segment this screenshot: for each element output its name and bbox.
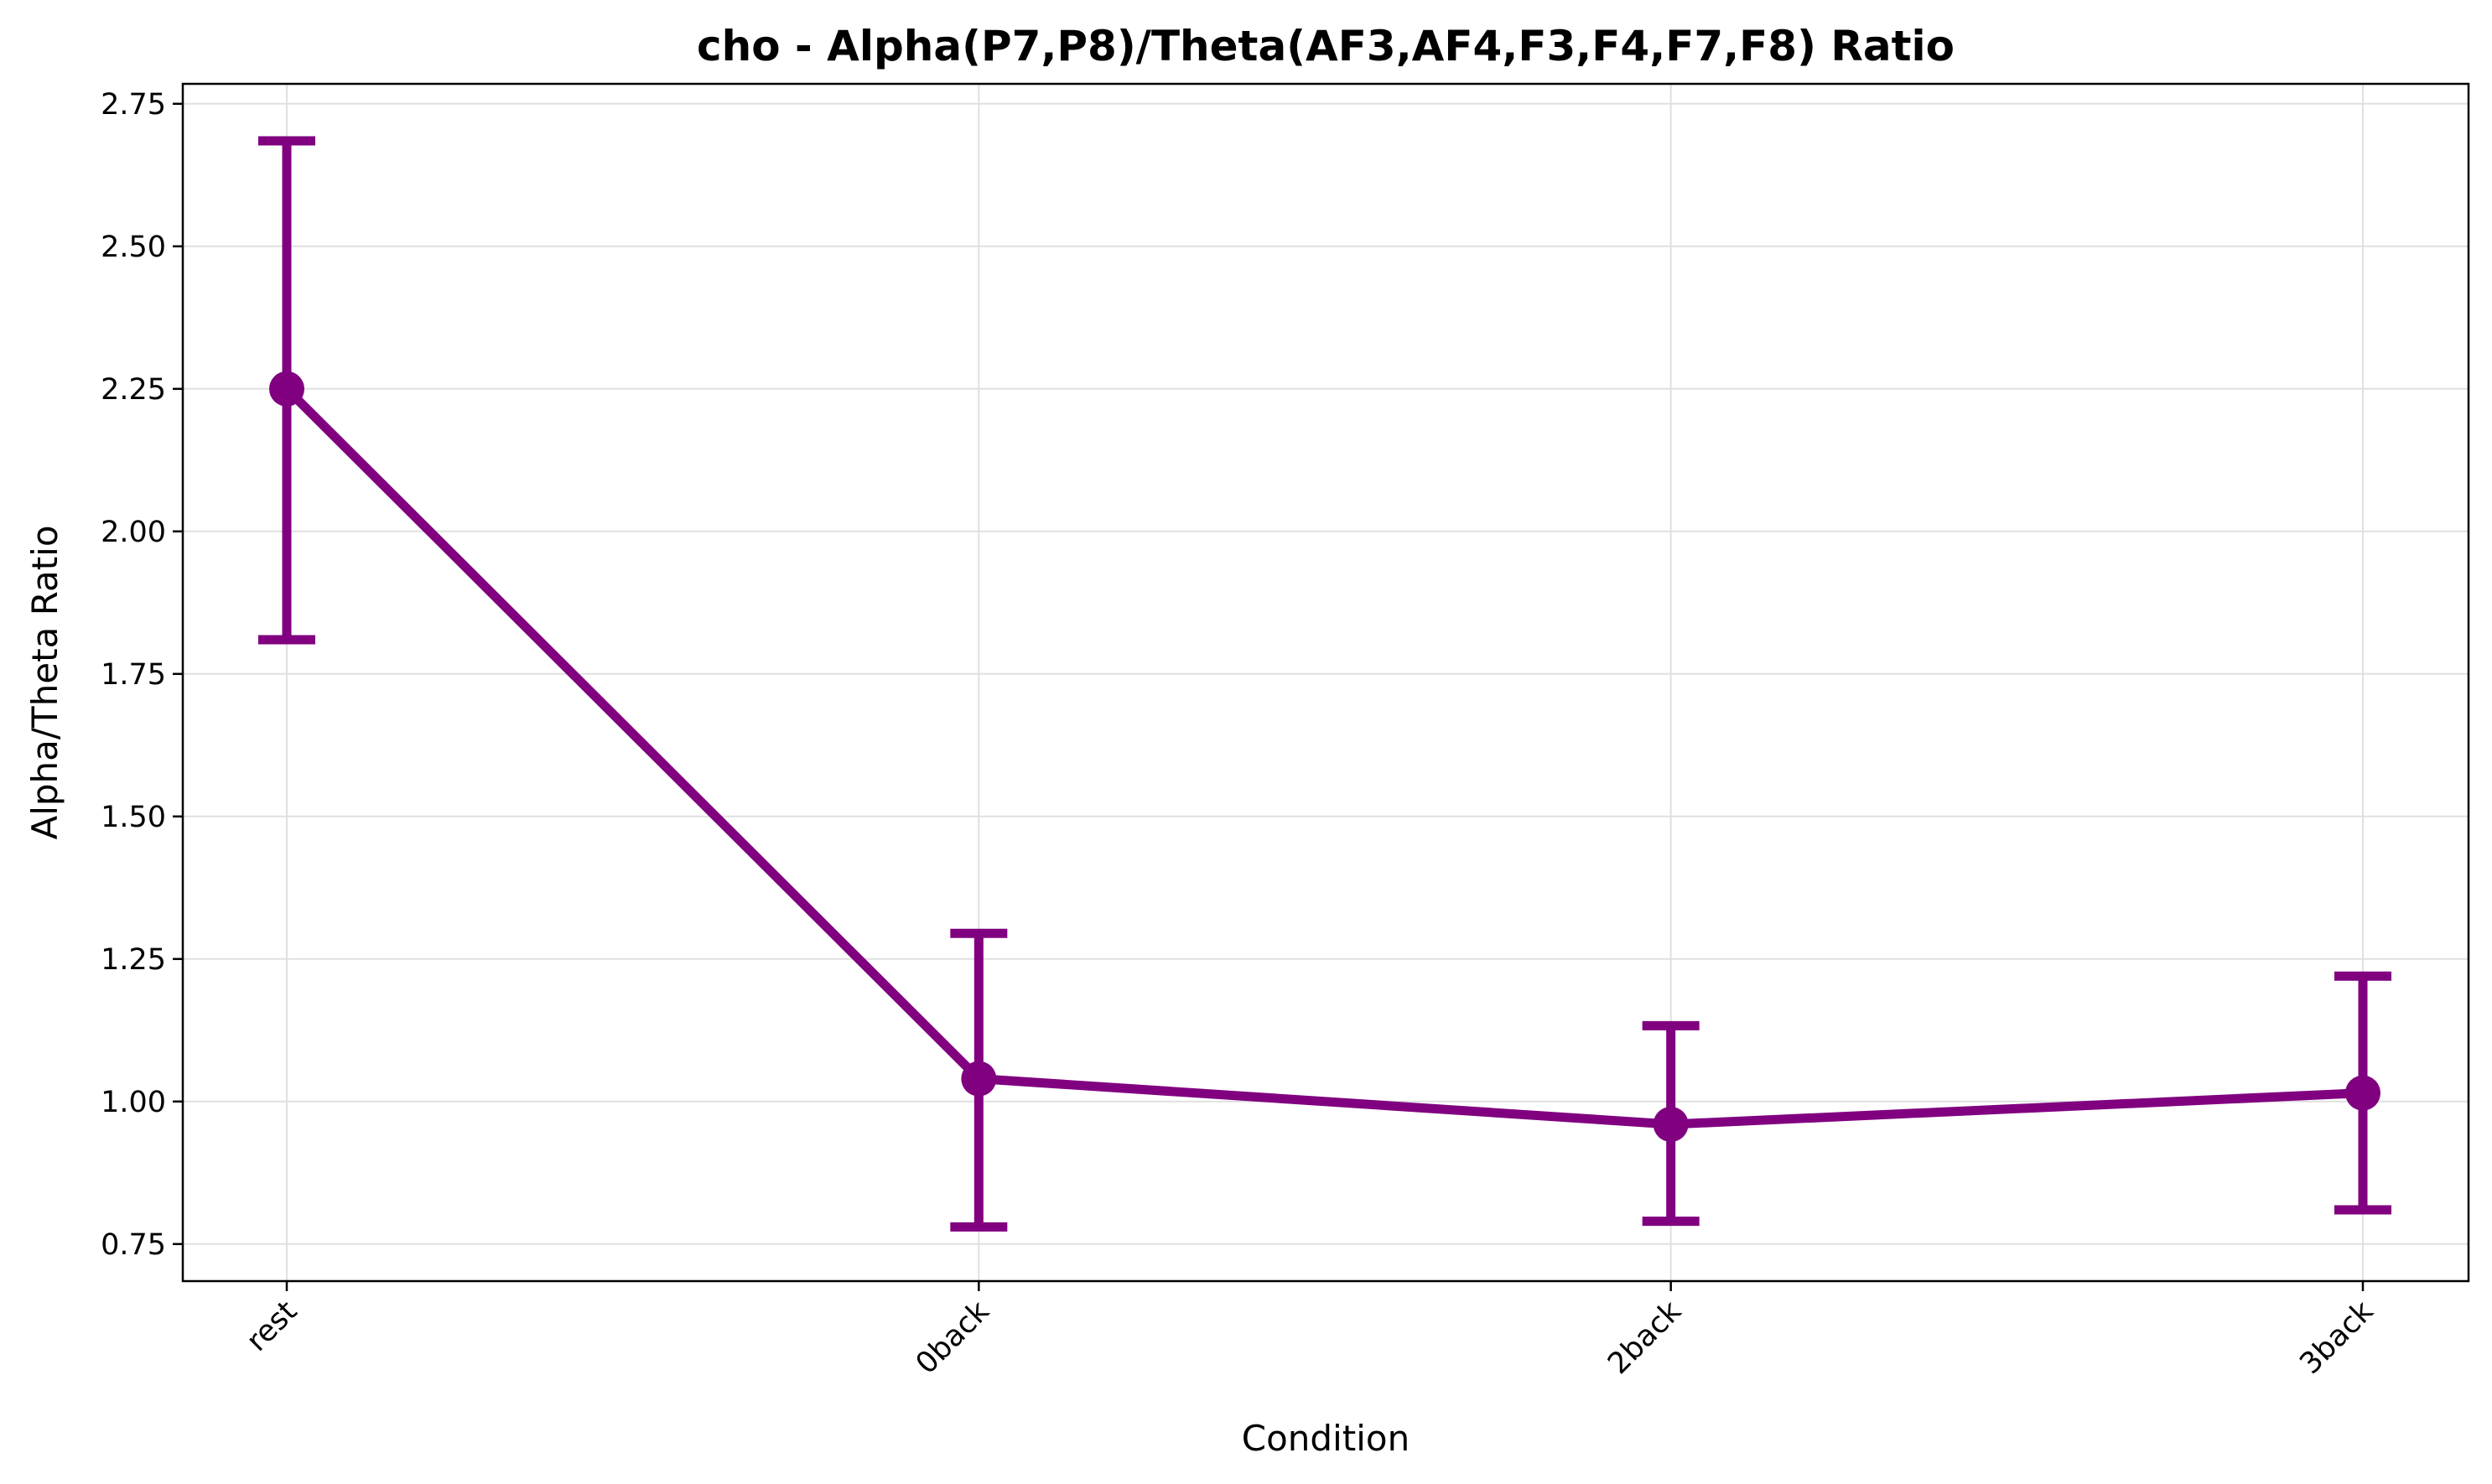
- y-axis-ticks: 0.75 1.00 1.25 1.50 1.75 2.00 2.25 2.50 2.75: [101, 88, 183, 1262]
- y-tick-label: 1.50: [101, 801, 166, 834]
- y-tick-label: 2.00: [101, 516, 166, 549]
- data-point-2back: [1653, 1107, 1689, 1142]
- data-point-0back: [961, 1061, 997, 1097]
- y-tick-label: 2.50: [101, 231, 166, 264]
- data-points: [269, 371, 2380, 1142]
- y-tick-label: 2.25: [101, 373, 166, 407]
- data-point-rest: [269, 371, 304, 407]
- y-tick-label: 2.75: [101, 88, 166, 122]
- series-line: [282, 384, 2368, 1129]
- y-tick-label: 1.00: [101, 1086, 166, 1119]
- y-axis-title: Alpha/Theta Ratio: [24, 525, 65, 839]
- y-tick-label: 1.25: [101, 943, 166, 977]
- plot-area-frame: [181, 82, 2470, 1283]
- y-tick-label: 0.75: [101, 1228, 166, 1262]
- chart-title: cho - Alpha(P7,P8)/Theta(AF3,AF4,F3,F4,F…: [697, 22, 1955, 70]
- x-axis-title: Condition: [1242, 1418, 1410, 1459]
- y-tick-label: 1.75: [101, 658, 166, 692]
- data-point-3back: [2345, 1075, 2380, 1111]
- series-line-path: [282, 384, 2368, 1129]
